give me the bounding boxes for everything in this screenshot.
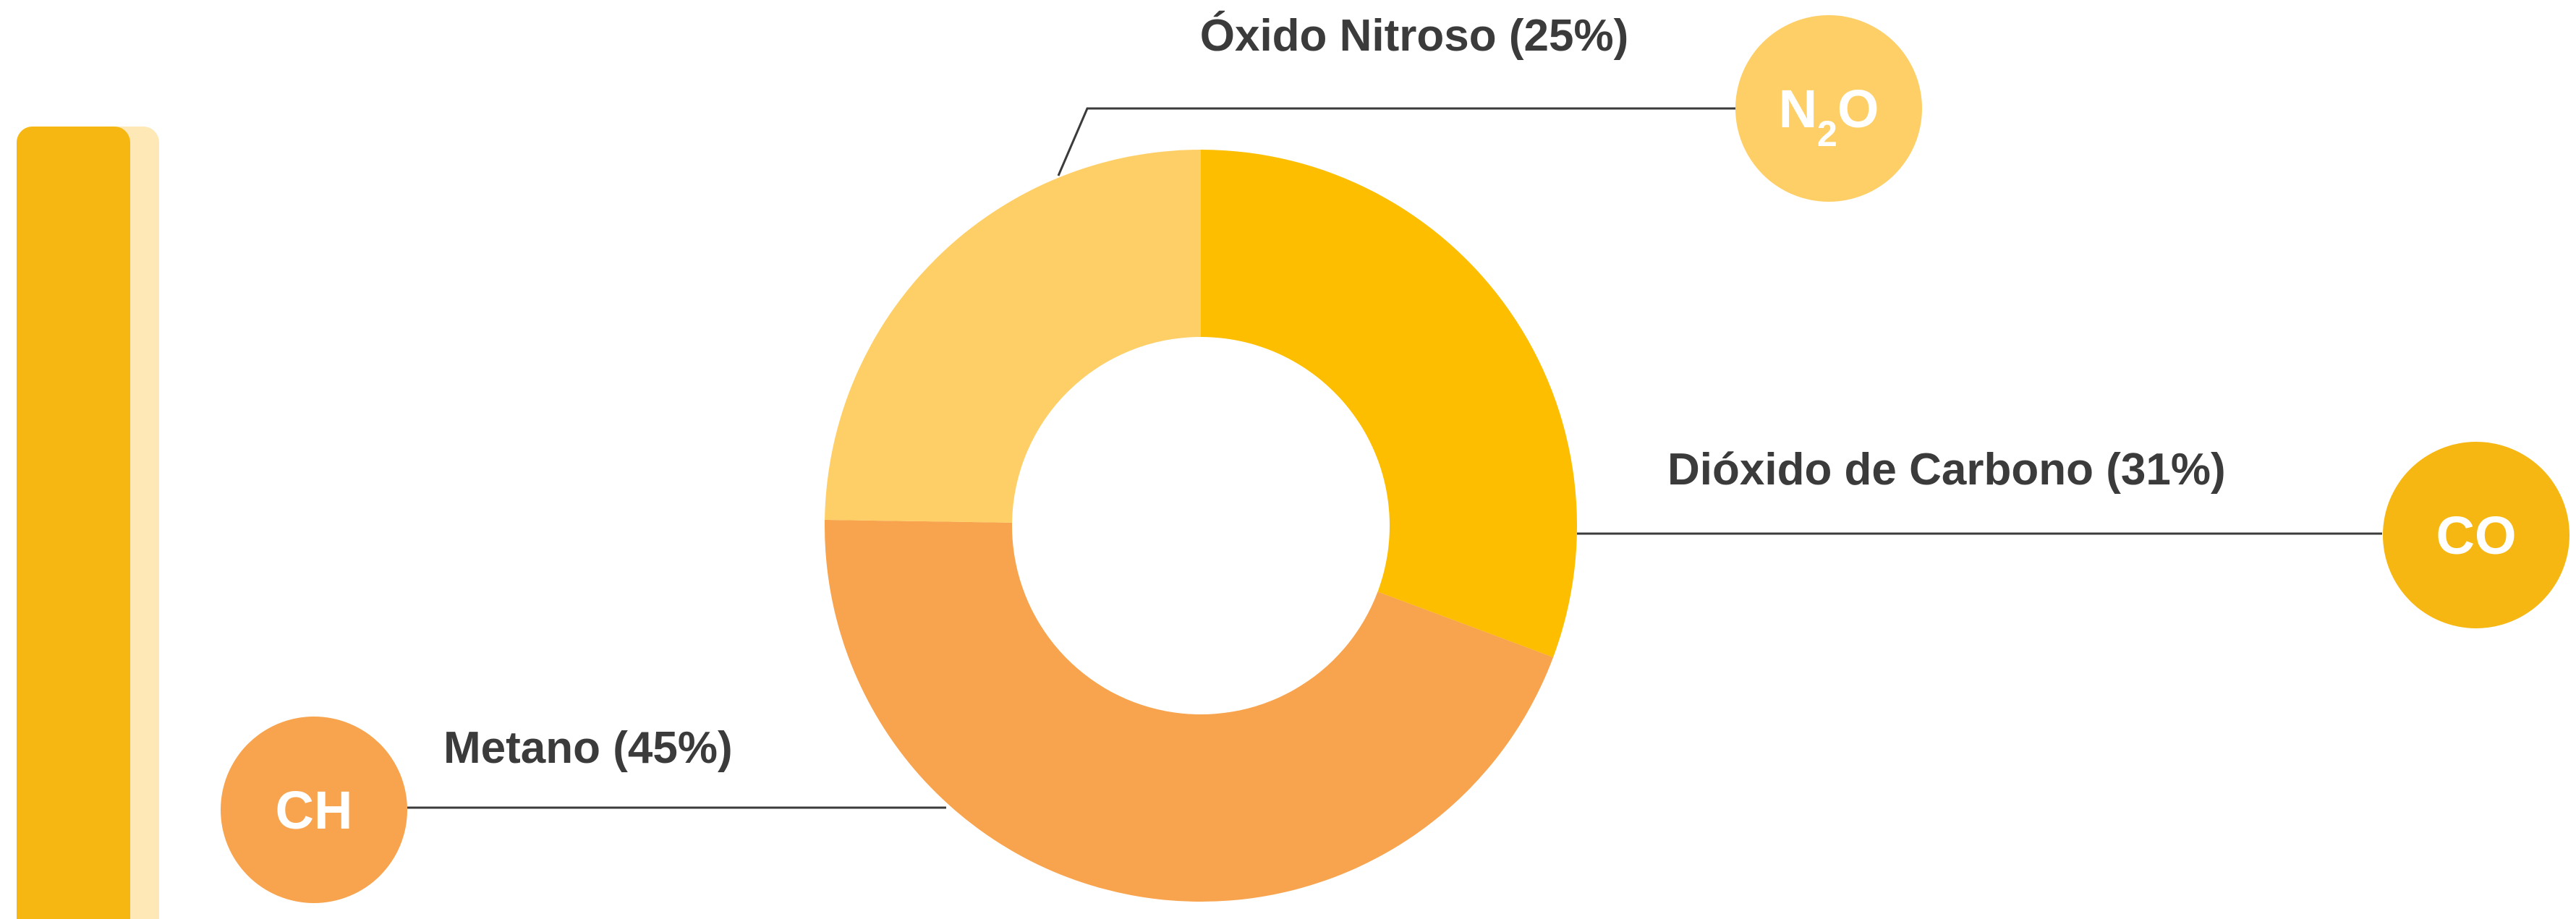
badge-circle — [2383, 442, 2569, 628]
badge-text: CO — [2436, 505, 2517, 565]
decor-bar-front — [17, 127, 130, 919]
badge-subscript: 2 — [1817, 114, 1837, 154]
leader-line — [1057, 107, 1736, 176]
segment-label: Metano (45%) — [443, 723, 733, 773]
badge-circle — [221, 717, 407, 903]
donut-segment — [1201, 150, 1577, 658]
badge-part: CO — [2436, 505, 2517, 565]
donut-segment — [825, 519, 1554, 902]
donut-segment — [825, 150, 1201, 523]
segment-label: Óxido Nitroso (25%) — [1200, 11, 1629, 61]
badge-part: N — [1779, 79, 1817, 139]
badge-part: O — [1837, 79, 1879, 139]
badge-text: N2O — [1779, 79, 1879, 154]
segment-label: Dióxido de Carbono (31%) — [1667, 445, 2226, 495]
badge-circle — [1735, 15, 1922, 202]
badge-part: CH — [276, 780, 353, 840]
badge-text: CH — [276, 780, 353, 840]
